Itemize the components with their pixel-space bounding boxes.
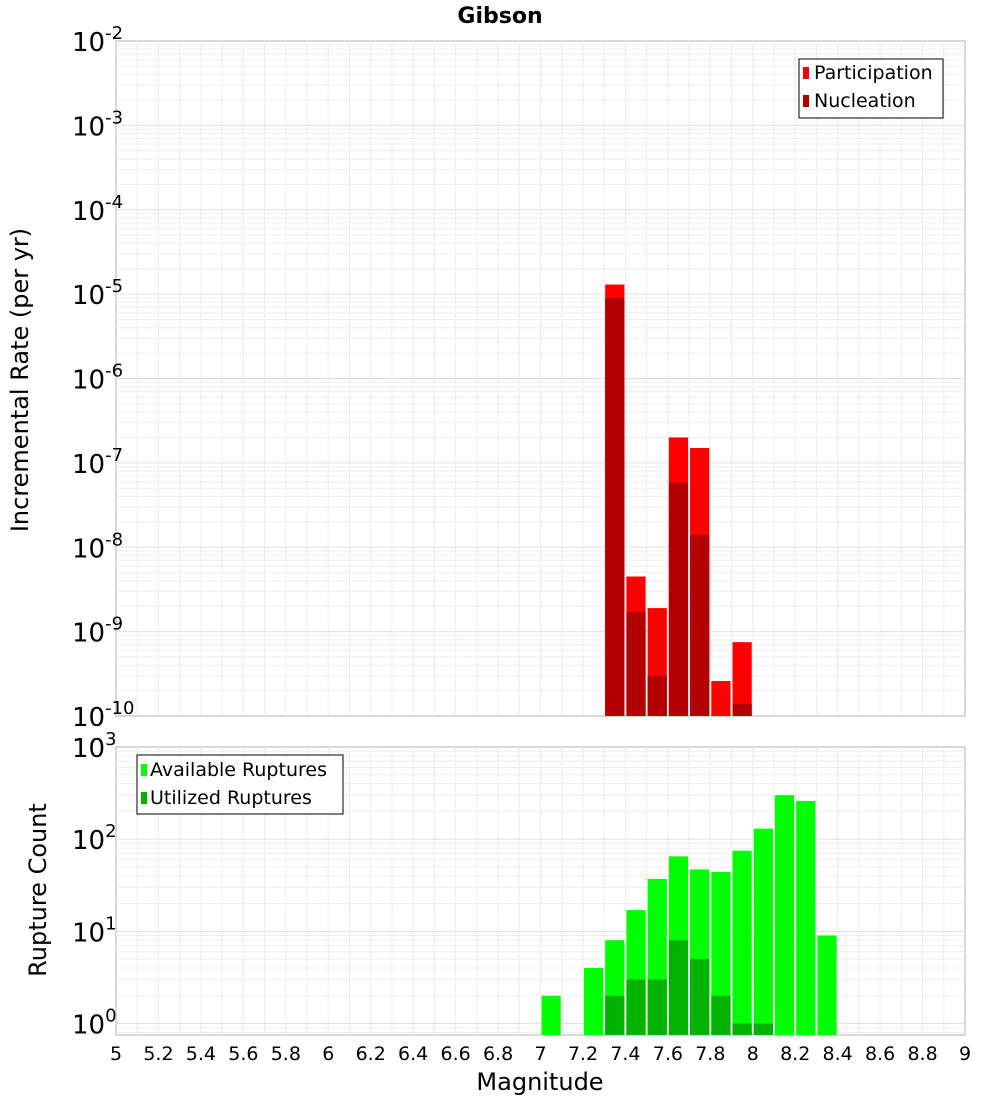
x-tick-label: 6.2 [356, 1043, 386, 1065]
counts-legend: Available Ruptures Utilized Ruptures [136, 754, 344, 815]
x-tick-label: 8 [747, 1043, 759, 1065]
x-tick-label: 8.4 [823, 1043, 853, 1065]
x-tick-label: 5.4 [186, 1043, 216, 1065]
counts-y-axis-label: Rupture Count [24, 803, 52, 977]
x-tick-label: 8.2 [780, 1043, 810, 1065]
x-tick-label: 6 [322, 1043, 334, 1065]
x-tick-labels: 5 5.2 5.4 5.6 5.8 6 6.2 6.4 6.6 6.8 7 7.2 7.4 7.6 7.8 8… [110, 1043, 971, 1065]
bar-utilized [626, 979, 646, 1035]
y-tick-label: 10-9 [72, 614, 123, 649]
bar-utilized [753, 1023, 773, 1035]
rates-gridlines [116, 41, 965, 716]
bar-available [732, 850, 752, 1035]
bar-available [583, 967, 604, 1035]
rates-bars [605, 284, 752, 716]
bar-available [753, 828, 773, 1035]
bar-available [541, 995, 561, 1035]
x-tick-label: 5.6 [228, 1043, 258, 1065]
x-axis-label: Magnitude [476, 1068, 603, 1096]
y-tick-label: 102 [72, 821, 117, 856]
bar-participation [711, 680, 731, 716]
bar-nucleation [690, 534, 710, 716]
counts-y-tick-labels: 100 101 102 103 [72, 729, 117, 1040]
rates-legend: Participation Nucleation [798, 58, 944, 119]
bar-nucleation [732, 703, 752, 716]
bar-available [796, 800, 816, 1035]
x-tick-label: 8.8 [907, 1043, 937, 1065]
y-tick-label: 10-6 [72, 361, 123, 396]
rates-legend-box [798, 58, 944, 119]
x-tick-label: 5.8 [271, 1043, 301, 1065]
x-tick-label: 5.2 [143, 1043, 173, 1065]
legend-available-label: Available Ruptures [150, 759, 327, 781]
y-tick-label: 103 [72, 729, 117, 764]
y-tick-label: 10-5 [72, 276, 123, 311]
x-tick-label: 6.6 [440, 1043, 470, 1065]
bar-utilized [690, 959, 710, 1035]
bar-utilized [732, 1023, 752, 1035]
x-tick-label: 7.6 [653, 1043, 683, 1065]
y-tick-label: 101 [72, 913, 117, 948]
y-tick-label: 10-2 [72, 23, 123, 58]
bar-utilized [711, 995, 731, 1035]
chart-title: Gibson [457, 4, 542, 29]
x-tick-label: 6.8 [483, 1043, 513, 1065]
legend-nucleation-label: Nucleation [814, 90, 916, 112]
x-tick-label: 9 [959, 1043, 971, 1065]
x-tick-label: 7.2 [568, 1043, 598, 1065]
bar-available [774, 795, 795, 1035]
y-tick-label: 10-8 [72, 529, 123, 564]
y-tick-label: 100 [72, 1005, 117, 1040]
y-tick-label: 10-4 [72, 192, 123, 227]
bar-nucleation [605, 297, 625, 716]
x-tick-label: 7 [534, 1043, 546, 1065]
y-tick-label: 10-3 [72, 107, 123, 142]
bar-participation [732, 642, 752, 716]
bar-utilized [668, 940, 689, 1035]
x-tick-label: 6.4 [398, 1043, 428, 1065]
y-tick-label: 10-7 [72, 445, 123, 480]
x-tick-label: 8.6 [865, 1043, 895, 1065]
legend-participation-label: Participation [814, 62, 933, 84]
counts-bars [541, 795, 837, 1035]
legend-available-swatch [141, 764, 147, 776]
bar-nucleation [626, 612, 646, 716]
bar-available [711, 872, 731, 1035]
legend-nucleation-swatch [803, 95, 809, 107]
bar-nucleation [647, 675, 667, 716]
legend-utilized-swatch [141, 792, 147, 804]
x-tick-label: 5 [110, 1043, 122, 1065]
bar-nucleation [668, 482, 689, 716]
rates-y-axis-label: Incremental Rate (per yr) [6, 228, 34, 532]
y-tick-label: 10-10 [72, 698, 135, 733]
x-tick-label: 7.8 [695, 1043, 725, 1065]
counts-legend-box [136, 754, 344, 815]
x-tick-label: 7.4 [610, 1043, 640, 1065]
bar-utilized [605, 995, 625, 1035]
legend-participation-swatch [803, 67, 809, 79]
rates-y-tick-labels: 10-10 10-9 10-8 10-7 10-6 10-5 10-4 10-3 10-2 [72, 23, 135, 733]
legend-utilized-label: Utilized Ruptures [150, 787, 312, 809]
bar-available [817, 935, 837, 1035]
bar-utilized [647, 979, 667, 1035]
